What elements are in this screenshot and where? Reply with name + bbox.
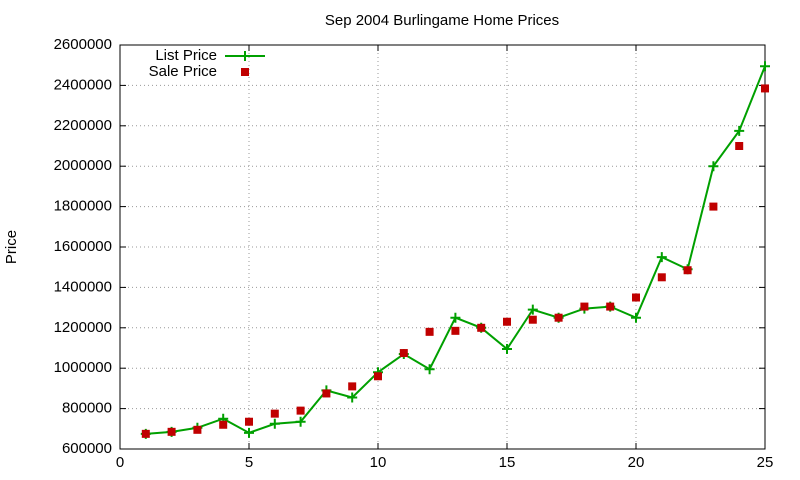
point-marker: [657, 273, 666, 282]
chart-title: Sep 2004 Burlingame Home Prices: [325, 12, 559, 29]
y-tick-label: 1400000: [54, 278, 112, 295]
point-marker: [760, 61, 770, 72]
x-tick-label: 0: [116, 454, 124, 471]
point-marker: [348, 382, 357, 391]
y-tick-label: 600000: [62, 440, 112, 457]
y-tick-label: 2200000: [54, 117, 112, 134]
point-marker: [425, 327, 434, 336]
x-tick-label: 25: [757, 454, 774, 471]
y-tick-label: 2600000: [54, 36, 112, 53]
point-marker: [451, 326, 460, 335]
point-marker: [554, 313, 563, 322]
point-marker: [374, 372, 382, 381]
point-marker: [270, 409, 279, 418]
y-tick-label: 2400000: [54, 76, 112, 93]
point-marker: [245, 417, 253, 426]
point-marker: [709, 202, 718, 211]
point-marker: [503, 317, 511, 326]
point-marker: [477, 323, 486, 332]
point-marker: [399, 349, 408, 358]
point-marker: [502, 344, 512, 355]
point-marker: [632, 293, 640, 302]
point-marker: [193, 425, 202, 434]
point-marker: [295, 416, 306, 427]
y-tick-label: 1600000: [54, 238, 112, 255]
point-marker: [734, 125, 745, 136]
plot-frame: [119, 44, 766, 450]
y-tick-label: 1800000: [54, 198, 112, 215]
point-marker: [347, 392, 358, 403]
legend-label: List Price: [155, 47, 217, 64]
point-marker: [450, 312, 461, 323]
point-marker: [241, 68, 249, 76]
y-tick-label: 800000: [62, 400, 112, 417]
legend-label: Sale Price: [149, 63, 217, 80]
point-marker: [631, 312, 641, 323]
point-marker: [528, 315, 537, 324]
point-marker: [269, 418, 280, 429]
point-marker: [683, 266, 692, 275]
y-axis-label: Price: [3, 230, 20, 264]
x-tick-label: 10: [370, 454, 387, 471]
y-tick-label: 1200000: [54, 319, 112, 336]
point-marker: [141, 429, 150, 438]
x-tick-label: 20: [628, 454, 645, 471]
point-marker: [527, 304, 538, 315]
point-marker: [656, 252, 667, 263]
point-marker: [580, 302, 589, 311]
x-tick-label: 15: [499, 454, 516, 471]
point-marker: [735, 142, 744, 150]
point-marker: [240, 51, 250, 61]
y-tick-label: 2000000: [54, 157, 112, 174]
point-marker: [167, 427, 176, 436]
point-marker: [761, 84, 769, 93]
y-tick-label: 1000000: [54, 359, 112, 376]
point-marker: [244, 427, 254, 438]
point-marker: [322, 389, 331, 398]
point-marker: [708, 161, 719, 172]
point-marker: [296, 406, 305, 415]
point-marker: [424, 364, 435, 375]
point-marker: [606, 302, 615, 311]
x-tick-label: 5: [245, 454, 253, 471]
point-marker: [219, 420, 228, 429]
